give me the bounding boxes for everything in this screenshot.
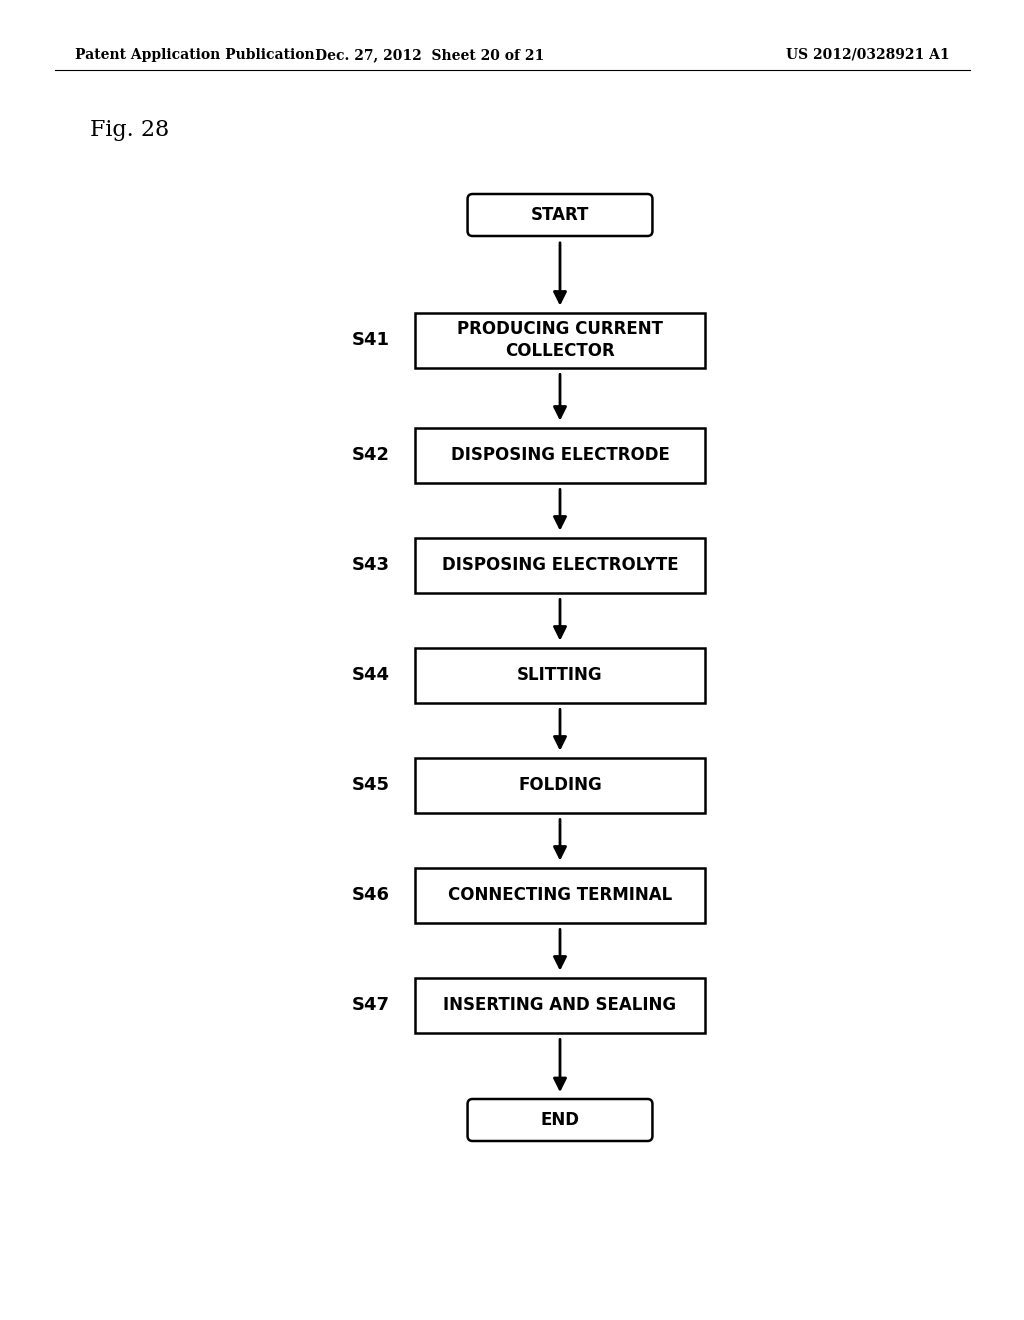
Text: Patent Application Publication: Patent Application Publication (75, 48, 314, 62)
Text: CONNECTING TERMINAL: CONNECTING TERMINAL (447, 886, 672, 904)
Text: PRODUCING CURRENT
COLLECTOR: PRODUCING CURRENT COLLECTOR (457, 319, 663, 360)
Text: S41: S41 (352, 331, 390, 348)
Text: INSERTING AND SEALING: INSERTING AND SEALING (443, 997, 677, 1014)
FancyBboxPatch shape (468, 194, 652, 236)
Text: Dec. 27, 2012  Sheet 20 of 21: Dec. 27, 2012 Sheet 20 of 21 (315, 48, 545, 62)
Bar (415, 867, 705, 923)
Text: S45: S45 (352, 776, 390, 795)
Bar (415, 648, 705, 702)
Bar (415, 313, 705, 367)
Bar (415, 537, 705, 593)
Text: S43: S43 (352, 556, 390, 574)
Bar (415, 758, 705, 813)
Text: SLITTING: SLITTING (517, 667, 603, 684)
Text: S46: S46 (352, 886, 390, 904)
Text: S42: S42 (352, 446, 390, 465)
Text: START: START (530, 206, 589, 224)
Text: END: END (541, 1111, 580, 1129)
Text: S47: S47 (352, 997, 390, 1014)
Text: FOLDING: FOLDING (518, 776, 602, 795)
Text: DISPOSING ELECTROLYTE: DISPOSING ELECTROLYTE (441, 556, 678, 574)
FancyBboxPatch shape (468, 1100, 652, 1140)
Text: DISPOSING ELECTRODE: DISPOSING ELECTRODE (451, 446, 670, 465)
Bar (415, 428, 705, 483)
Text: US 2012/0328921 A1: US 2012/0328921 A1 (786, 48, 950, 62)
Text: Fig. 28: Fig. 28 (90, 119, 169, 141)
Bar (415, 978, 705, 1032)
Text: S44: S44 (352, 667, 390, 684)
